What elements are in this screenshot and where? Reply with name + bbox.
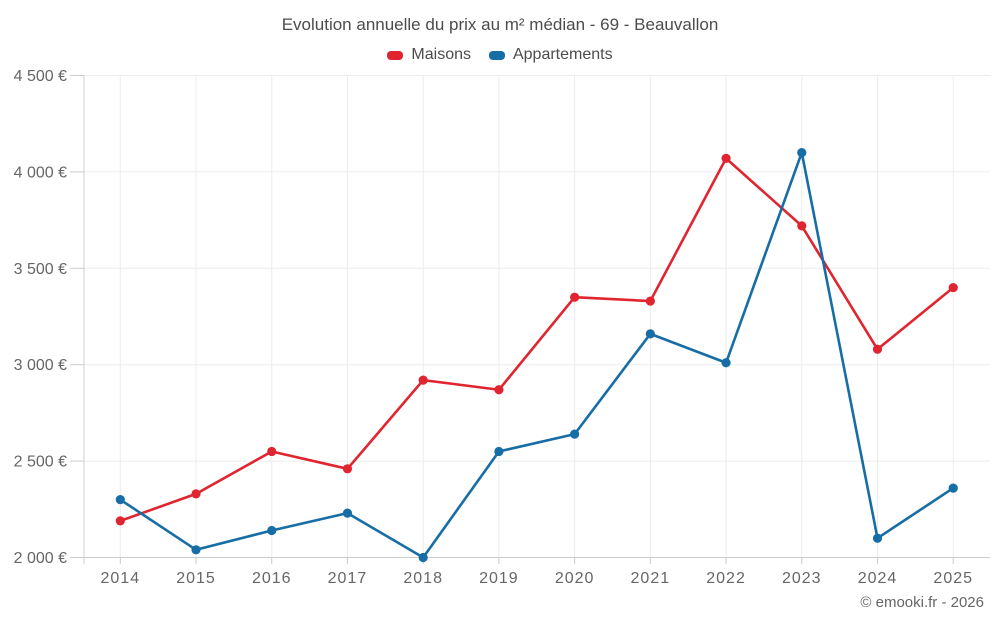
point-maisons-2019[interactable] — [494, 385, 504, 395]
point-maisons-2023[interactable] — [797, 221, 807, 231]
point-appartements-2020[interactable] — [570, 429, 580, 439]
appartements-line — [119, 151, 955, 559]
point-appartements-2015[interactable] — [191, 545, 201, 555]
point-appartements-2024[interactable] — [872, 533, 883, 543]
chart-title: Evolution annuelle du prix au m² médian … — [281, 15, 719, 34]
point-maisons-2017[interactable] — [342, 464, 353, 474]
point-maisons-2016[interactable] — [267, 446, 277, 457]
point-maisons-2020[interactable] — [570, 292, 580, 302]
credit-text: © emooki.fr - 2026 — [860, 594, 984, 611]
legend-item-maisons[interactable]: Maisons — [387, 46, 471, 64]
x-tick-label: 2019 — [479, 570, 519, 587]
x-tick-label: 2017 — [328, 570, 368, 587]
point-maisons-2022[interactable] — [721, 153, 731, 164]
point-appartements-2018[interactable] — [418, 552, 428, 563]
x-tick-label: 2023 — [782, 570, 822, 587]
point-maisons-2021[interactable] — [645, 296, 655, 306]
point-maisons-2018[interactable] — [418, 375, 428, 385]
chart-legend: Maisons Appartements — [0, 46, 1000, 64]
y-tick-label: 2 500 € — [14, 454, 67, 471]
point-appartements-2017[interactable] — [342, 508, 353, 518]
y-tick-label: 4 000 € — [14, 164, 67, 181]
point-maisons-2025[interactable] — [948, 282, 958, 293]
x-tick-label: 2014 — [101, 570, 141, 587]
point-appartements-2014[interactable] — [115, 495, 125, 505]
point-maisons-2014[interactable] — [115, 516, 125, 526]
y-tick-label: 3 500 € — [14, 261, 67, 278]
point-appartements-2023[interactable] — [797, 148, 807, 158]
x-tick-label: 2024 — [858, 570, 898, 587]
point-appartements-2016[interactable] — [267, 525, 277, 536]
point-appartements-2021[interactable] — [645, 329, 655, 339]
point-appartements-2022[interactable] — [721, 358, 731, 368]
y-tick-label: 4 500 € — [14, 68, 67, 85]
maisons-line — [119, 157, 955, 523]
y-tick-label: 2 000 € — [14, 550, 67, 567]
y-tick-label: 3 000 € — [14, 357, 67, 374]
maisons-swatch-icon — [387, 50, 404, 60]
point-appartements-2019[interactable] — [494, 446, 504, 457]
legend-label-appartements: Appartements — [512, 46, 613, 63]
point-appartements-2025[interactable] — [948, 483, 958, 493]
x-tick-label: 2021 — [631, 570, 671, 587]
x-tick-label: 2020 — [555, 570, 595, 587]
x-tick-label: 2025 — [933, 570, 973, 587]
legend-item-appartements[interactable]: Appartements — [488, 46, 613, 64]
legend-label-maisons: Maisons — [411, 46, 471, 63]
x-tick-label: 2022 — [706, 570, 746, 587]
appartements-swatch-icon — [488, 50, 505, 60]
x-tick-label: 2018 — [403, 570, 443, 587]
point-maisons-2024[interactable] — [872, 344, 883, 354]
x-tick-label: 2015 — [176, 570, 216, 587]
point-maisons-2015[interactable] — [191, 489, 201, 499]
x-tick-label: 2016 — [252, 570, 292, 587]
